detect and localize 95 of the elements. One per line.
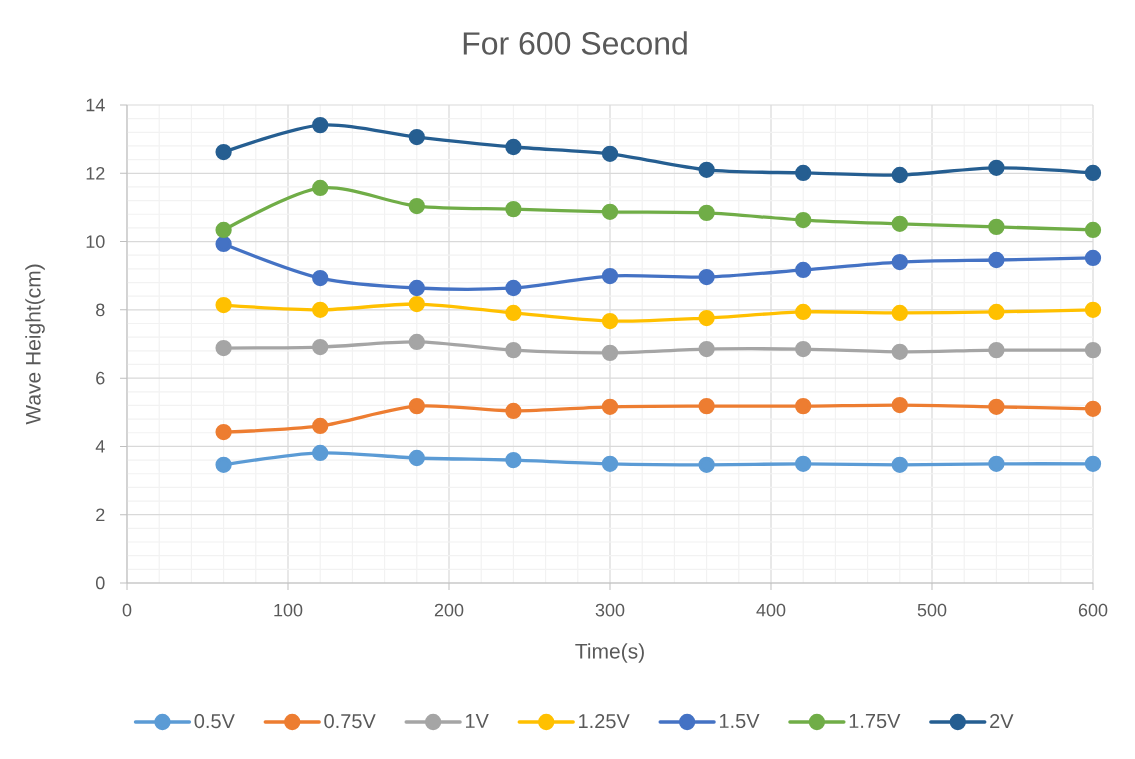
point xyxy=(312,301,329,318)
point xyxy=(215,339,232,357)
x-axis-title: Time(s) xyxy=(575,643,644,663)
point xyxy=(408,279,425,297)
point xyxy=(795,303,812,321)
x-tick-label: 600 xyxy=(1078,603,1108,617)
point xyxy=(1084,249,1102,267)
point xyxy=(1084,341,1102,359)
point xyxy=(215,456,232,473)
point xyxy=(408,295,425,313)
point xyxy=(988,251,1005,269)
point xyxy=(408,449,425,467)
point xyxy=(1084,400,1102,418)
point xyxy=(1084,164,1102,182)
point xyxy=(312,417,329,435)
point xyxy=(1084,455,1102,472)
y-tick-label: 2 xyxy=(96,508,105,521)
y-tick-label: 6 xyxy=(96,371,105,385)
point xyxy=(891,253,908,271)
point xyxy=(698,161,715,179)
point xyxy=(312,179,329,197)
point xyxy=(601,455,619,472)
point xyxy=(698,397,715,415)
point xyxy=(408,128,425,146)
point xyxy=(891,304,908,322)
point xyxy=(408,197,425,215)
x-tick-label: 500 xyxy=(917,603,947,617)
point xyxy=(601,267,619,285)
legend-label: 1.25V xyxy=(579,714,630,729)
point xyxy=(408,397,425,415)
y-tick-label: 4 xyxy=(95,440,105,453)
y-axis-title: Wave Height(cm) xyxy=(25,264,45,425)
point xyxy=(891,215,908,232)
point xyxy=(215,235,232,253)
point xyxy=(891,456,908,473)
point xyxy=(891,166,908,184)
legend-label: 1.5V xyxy=(719,714,760,729)
point xyxy=(988,455,1005,472)
point xyxy=(988,341,1005,359)
legend-label: 0.75V xyxy=(324,714,376,729)
point xyxy=(408,333,425,351)
point xyxy=(505,279,522,297)
x-tick-label: 100 xyxy=(274,603,303,617)
point xyxy=(698,340,715,358)
point xyxy=(505,402,522,420)
point xyxy=(1084,301,1102,318)
point xyxy=(215,221,232,239)
point xyxy=(601,344,619,362)
point xyxy=(1084,221,1102,239)
point xyxy=(795,261,812,279)
x-tick-label: 400 xyxy=(756,603,786,617)
point xyxy=(795,211,812,229)
point xyxy=(505,341,522,359)
point xyxy=(988,398,1005,415)
legend-label: 1V xyxy=(465,714,489,728)
point xyxy=(601,312,619,330)
y-tick-label: 8 xyxy=(96,303,105,317)
point xyxy=(601,203,619,220)
point xyxy=(312,116,329,134)
point xyxy=(795,164,812,182)
point xyxy=(698,268,715,286)
point xyxy=(215,423,232,441)
point xyxy=(312,338,329,356)
point xyxy=(505,200,522,218)
legend-label: 1.75V xyxy=(849,714,901,729)
y-tick-label: 10 xyxy=(86,235,105,248)
point xyxy=(891,343,908,360)
point xyxy=(312,269,329,287)
point xyxy=(795,397,812,415)
point xyxy=(988,303,1005,321)
point xyxy=(795,340,812,358)
point xyxy=(505,138,522,156)
x-tick-label: 0 xyxy=(122,603,132,617)
point xyxy=(505,304,522,322)
x-tick-label: 200 xyxy=(434,603,464,617)
legend-label: 2V xyxy=(990,714,1014,728)
point xyxy=(215,143,232,161)
point xyxy=(988,159,1005,176)
point xyxy=(698,456,715,473)
point xyxy=(698,204,715,222)
y-tick-label: 0 xyxy=(96,576,105,590)
point xyxy=(698,309,715,327)
point xyxy=(312,444,329,462)
legend-label: 0.5V xyxy=(194,714,235,729)
point xyxy=(215,296,232,314)
y-tick-label: 12 xyxy=(86,166,105,180)
point xyxy=(891,396,908,414)
point xyxy=(601,398,619,415)
point xyxy=(601,145,619,162)
y-tick-label: 14 xyxy=(86,98,105,112)
x-tick-label: 300 xyxy=(595,603,625,617)
point xyxy=(795,455,812,472)
chart-title: For 600 Second xyxy=(463,31,687,55)
point xyxy=(988,218,1005,236)
point xyxy=(505,451,522,469)
